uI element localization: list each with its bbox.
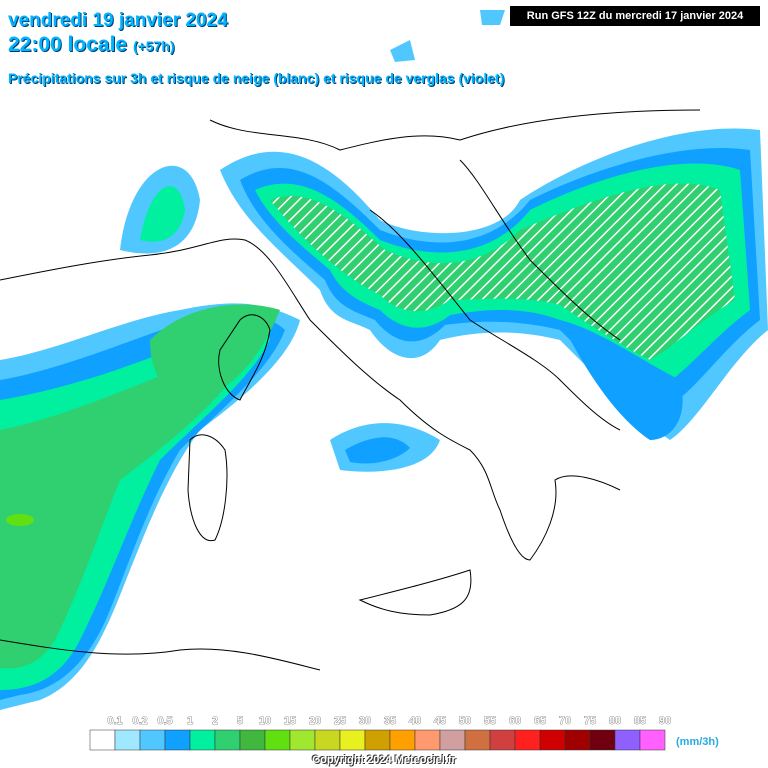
legend-label: 45 (434, 715, 446, 727)
legend-label: 55 (484, 715, 496, 727)
legend-swatch (314, 729, 341, 751)
legend-label: 10 (259, 715, 271, 727)
legend-swatch (414, 729, 441, 751)
legend-swatch (564, 729, 591, 751)
legend-swatch (89, 729, 116, 751)
legend-swatch (589, 729, 616, 751)
legend-swatch (389, 729, 416, 751)
legend-swatch (539, 729, 566, 751)
legend-swatch (239, 729, 266, 751)
legend-label: 35 (384, 715, 396, 727)
legend-swatch (114, 729, 141, 751)
legend-label: 5 (237, 715, 243, 727)
legend-label: 0.2 (132, 715, 147, 727)
legend-label: 25 (334, 715, 346, 727)
legend: 0.1 0.2 0.5 1 2 5 10 15 20 25 30 35 40 45 50 55 60 65 70 75… (89, 715, 671, 751)
legend-label: 50 (459, 715, 471, 727)
legend-swatch (364, 729, 391, 751)
legend-label: 70 (559, 715, 571, 727)
legend-label: 15 (284, 715, 296, 727)
legend-swatch (439, 729, 466, 751)
legend-label: 80 (609, 715, 621, 727)
legend-label: 85 (634, 715, 646, 727)
legend-swatch (639, 729, 666, 751)
legend-label: 90 (659, 715, 671, 727)
legend-swatch (464, 729, 491, 751)
legend-label: 60 (509, 715, 521, 727)
legend-swatch (139, 729, 166, 751)
legend-swatch (489, 729, 516, 751)
date: vendredi 19 janvier 2024 (8, 10, 228, 31)
legend-swatch (264, 729, 291, 751)
copyright: Copyright 2024 Meteociel.fr (312, 754, 456, 766)
legend-label: 40 (409, 715, 421, 727)
legend-label: 75 (584, 715, 596, 727)
legend-swatch (514, 729, 541, 751)
offset: (+57h) (132, 38, 175, 54)
time: 22:00 locale (+57h) (8, 33, 175, 57)
legend-label: 0.1 (107, 715, 122, 727)
legend-swatch (614, 729, 641, 751)
time-text: 22:00 locale (8, 33, 128, 56)
legend-swatch (214, 729, 241, 751)
legend-label: 0.5 (157, 715, 172, 727)
legend-swatch (189, 729, 216, 751)
legend-unit: (mm/3h) (676, 736, 719, 748)
legend-label: 2 (212, 715, 218, 727)
legend-swatch (289, 729, 316, 751)
legend-swatch (339, 729, 366, 751)
legend-label: 30 (359, 715, 371, 727)
legend-label: 20 (309, 715, 321, 727)
legend-label: 1 (187, 715, 193, 727)
precipitation (0, 10, 768, 710)
legend-swatch (164, 729, 191, 751)
coastlines (0, 109, 701, 671)
subtitle: Précipitations sur 3h et risque de neige… (8, 70, 505, 86)
run-info: Run GFS 12Z du mercredi 17 janvier 2024 (510, 6, 760, 26)
legend-label: 65 (534, 715, 546, 727)
